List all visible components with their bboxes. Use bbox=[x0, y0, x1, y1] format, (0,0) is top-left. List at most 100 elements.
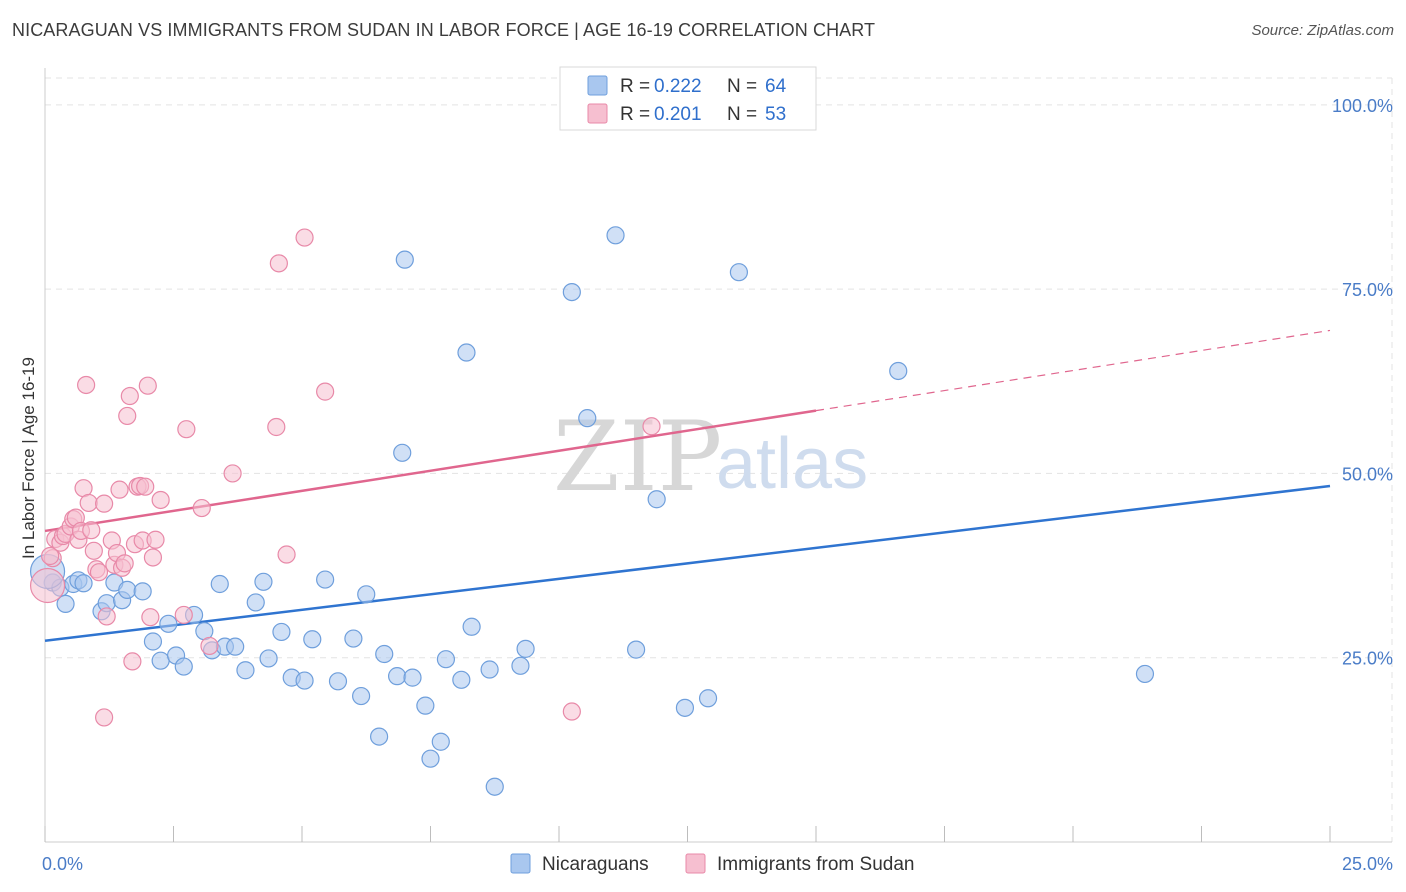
point-sudan-38 bbox=[151, 490, 170, 510]
point-nicaraguans-26 bbox=[259, 649, 278, 668]
point-nicaraguans-24 bbox=[246, 593, 265, 612]
trend-lines bbox=[44, 329, 1331, 643]
point-sudan-25 bbox=[115, 554, 134, 573]
point-nicaraguans-31 bbox=[316, 570, 335, 589]
point-nicaraguans-27 bbox=[272, 622, 291, 642]
point-nicaraguans-5 bbox=[74, 574, 93, 593]
point-sudan-17 bbox=[89, 563, 109, 582]
point-sudan-48 bbox=[316, 382, 335, 401]
point-sudan-14 bbox=[82, 521, 101, 540]
point-sudan-50 bbox=[562, 702, 581, 721]
y-tick-label-2: 75.0% bbox=[1342, 280, 1393, 300]
point-nicaraguans-46 bbox=[452, 670, 471, 689]
trend-line-nicaraguans bbox=[44, 484, 1331, 643]
trend-line-extension-sudan bbox=[815, 329, 1331, 412]
point-sudan-49 bbox=[95, 708, 114, 727]
point-sudan-12 bbox=[77, 375, 96, 395]
point-sudan-15 bbox=[84, 541, 103, 560]
point-sudan-39 bbox=[177, 420, 196, 439]
legend-swatch-nicaraguans bbox=[587, 75, 608, 96]
point-sudan-37 bbox=[146, 530, 165, 549]
legend-n-value-sudan: 53 bbox=[765, 104, 786, 125]
axes bbox=[44, 68, 1392, 843]
point-sudan-44 bbox=[269, 254, 288, 273]
point-sudan-46 bbox=[277, 545, 296, 564]
legend-r-label-nicaraguans: R = bbox=[620, 76, 650, 97]
point-nicaraguans-55 bbox=[626, 640, 646, 659]
point-nicaraguans-59 bbox=[729, 263, 749, 282]
point-nicaraguans-50 bbox=[511, 656, 530, 675]
point-nicaraguans-48 bbox=[462, 617, 481, 636]
point-sudan-19 bbox=[97, 607, 116, 626]
point-nicaraguans-58 bbox=[698, 689, 718, 708]
point-sudan-43 bbox=[223, 464, 242, 483]
bottom-legend: Nicaraguans Immigrants from Sudan bbox=[510, 853, 914, 875]
point-sudan-18 bbox=[95, 494, 114, 513]
point-nicaraguans-43 bbox=[421, 749, 440, 768]
y-tick-label-3: 100.0% bbox=[1332, 96, 1393, 116]
point-nicaraguans-61 bbox=[1135, 664, 1155, 684]
point-nicaraguans-33 bbox=[344, 629, 363, 648]
point-nicaraguans-32 bbox=[328, 672, 348, 691]
point-nicaraguans-56 bbox=[647, 490, 666, 509]
watermark-atlas: atlas bbox=[716, 424, 868, 504]
point-nicaraguans-20 bbox=[210, 574, 229, 594]
legend-n-label-nicaraguans: N = bbox=[727, 76, 757, 97]
legend-r-label-sudan: R = bbox=[620, 104, 650, 125]
legend-swatch-sudan bbox=[587, 103, 608, 124]
point-sudan-45 bbox=[267, 417, 286, 437]
point-sudan-26 bbox=[118, 406, 137, 426]
point-nicaraguans-16 bbox=[174, 657, 193, 676]
point-nicaraguans-29 bbox=[295, 671, 314, 690]
point-sudan-28 bbox=[123, 652, 142, 671]
point-sudan-36 bbox=[143, 548, 163, 567]
point-sudan-41 bbox=[192, 498, 211, 518]
point-nicaraguans-45 bbox=[436, 650, 456, 669]
x-tick-label-1: 25.0% bbox=[1342, 854, 1393, 874]
legend-r-value-sudan: 0.201 bbox=[654, 104, 702, 125]
y-tick-label-0: 25.0% bbox=[1342, 649, 1393, 669]
point-nicaraguans-52 bbox=[562, 282, 581, 302]
point-nicaraguans-37 bbox=[375, 644, 394, 664]
point-nicaraguans-35 bbox=[357, 585, 376, 604]
point-nicaraguans-54 bbox=[606, 226, 625, 245]
point-sudan-47 bbox=[295, 228, 314, 247]
point-nicaraguans-40 bbox=[403, 668, 422, 687]
point-nicaraguans-44 bbox=[431, 732, 450, 751]
point-sudan-42 bbox=[200, 636, 219, 656]
point-sudan-35 bbox=[141, 608, 160, 627]
point-nicaraguans-12 bbox=[143, 632, 163, 651]
point-nicaraguans-42 bbox=[416, 696, 435, 715]
point-sudan-33 bbox=[136, 477, 155, 496]
chart-title: NICARAGUAN VS IMMIGRANTS FROM SUDAN IN L… bbox=[12, 20, 876, 40]
point-sudan-51 bbox=[642, 417, 661, 436]
point-nicaraguans-22 bbox=[226, 637, 245, 656]
point-nicaraguans-10 bbox=[118, 580, 137, 599]
point-sudan-23 bbox=[110, 480, 129, 499]
y-axis-label: In Labor Force | Age 16-19 bbox=[19, 357, 38, 559]
point-nicaraguans-36 bbox=[370, 727, 389, 746]
watermark: ZIP atlas bbox=[553, 401, 868, 513]
point-sudan-27 bbox=[120, 386, 139, 406]
bottom-legend-swatch-sudan bbox=[685, 853, 706, 874]
point-nicaraguans-13 bbox=[151, 651, 170, 670]
series-sudan bbox=[29, 228, 661, 727]
point-sudan-52 bbox=[41, 546, 60, 566]
legend-r-value-nicaraguans: 0.222 bbox=[654, 76, 702, 97]
x-tick-label-0: 0.0% bbox=[42, 854, 83, 874]
legend-n-value-nicaraguans: 64 bbox=[765, 76, 787, 97]
point-nicaraguans-41 bbox=[393, 443, 412, 462]
point-nicaraguans-23 bbox=[236, 661, 255, 680]
point-nicaraguans-62 bbox=[485, 777, 504, 796]
legend-n-label-sudan: N = bbox=[727, 104, 757, 125]
bottom-legend-swatch-nicaraguans bbox=[510, 853, 531, 874]
point-nicaraguans-30 bbox=[303, 630, 322, 649]
point-sudan-40 bbox=[174, 605, 193, 625]
y-tick-labels: 25.0% 50.0% 75.0% 100.0% bbox=[1332, 96, 1393, 669]
point-nicaraguans-53 bbox=[578, 409, 597, 428]
point-nicaraguans-11 bbox=[133, 582, 152, 601]
chart-source: Source: ZipAtlas.com bbox=[1251, 22, 1394, 39]
point-nicaraguans-51 bbox=[516, 639, 535, 658]
point-nicaraguans-34 bbox=[352, 686, 371, 706]
